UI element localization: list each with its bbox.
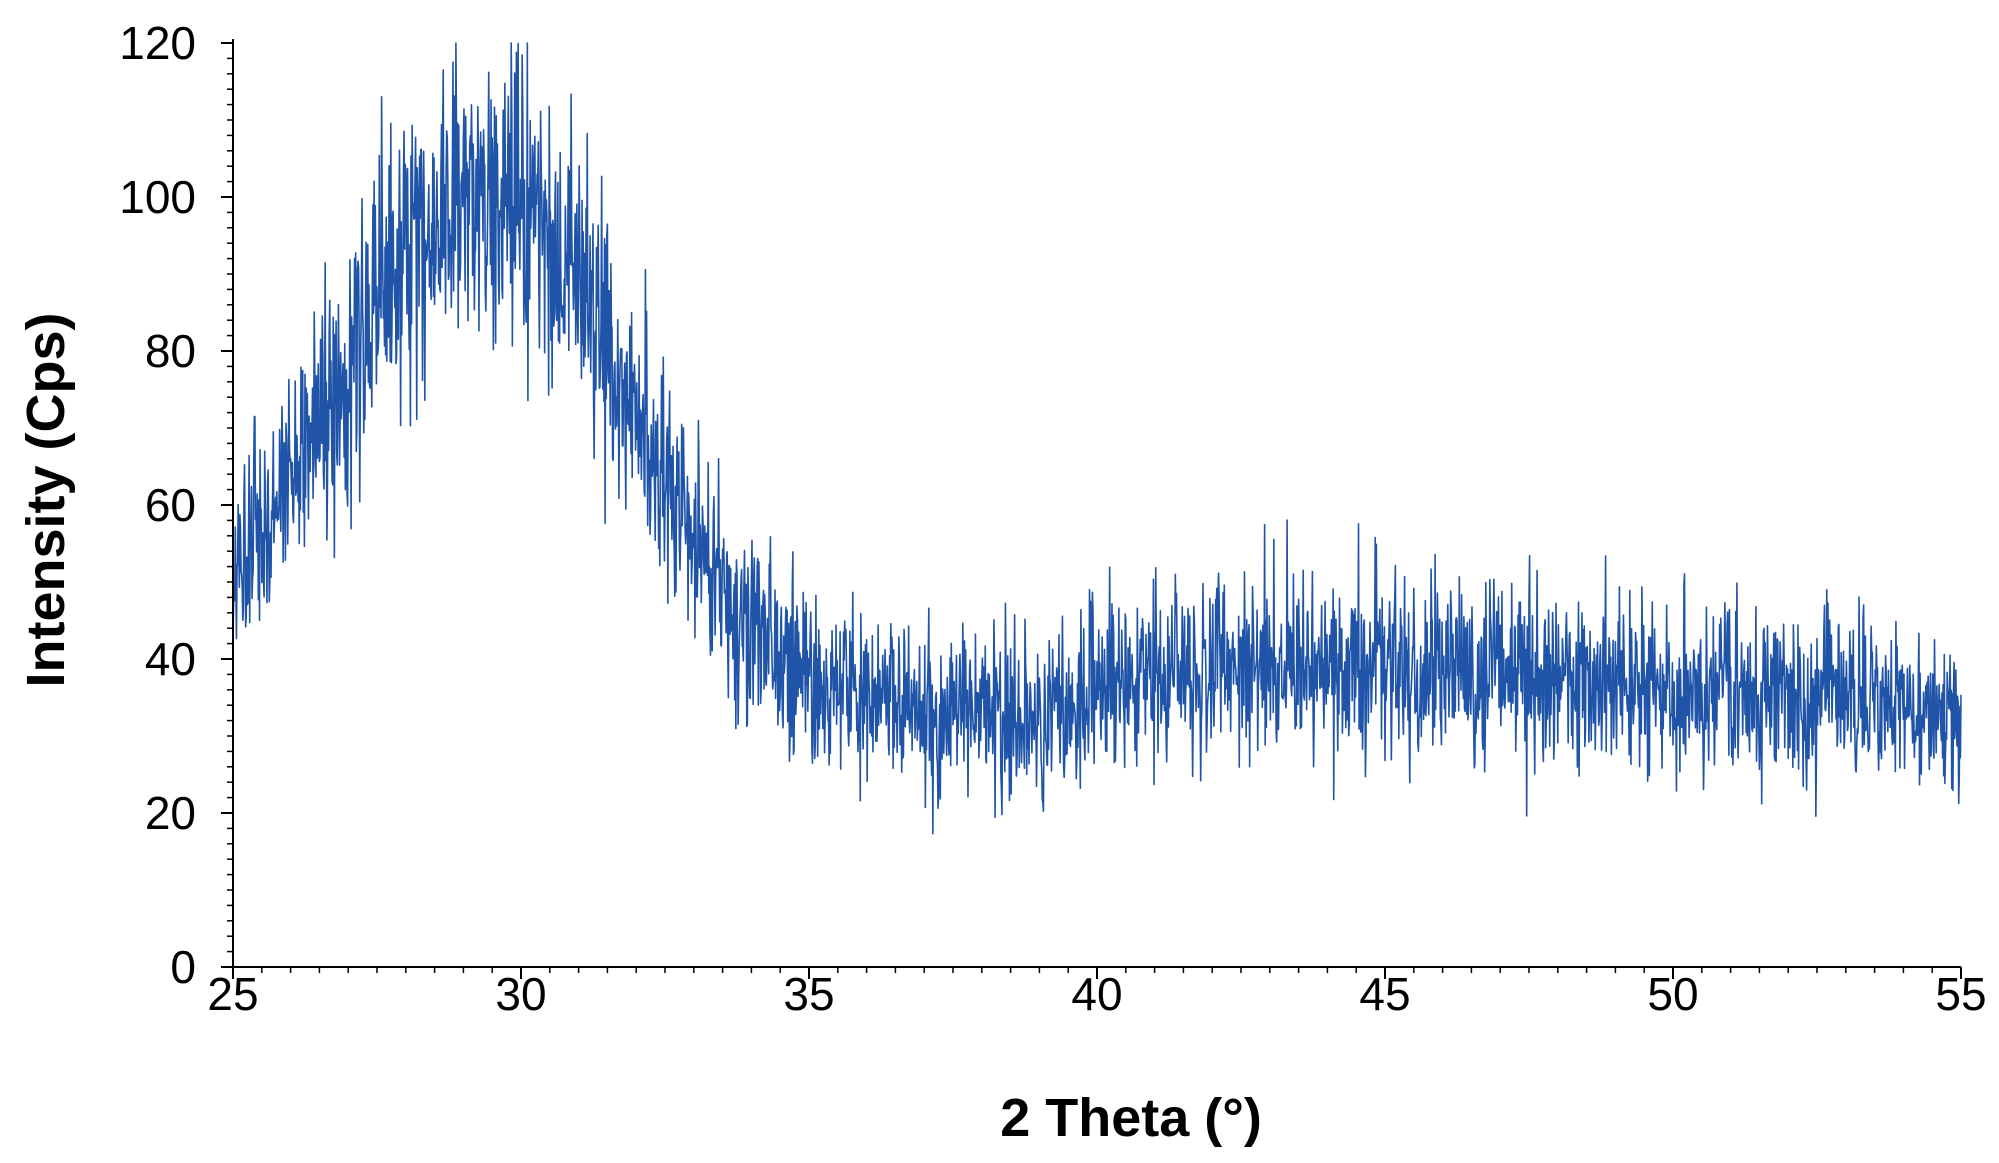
y-tick-label: 60	[145, 479, 196, 531]
x-axis-title: 2 Theta (°)	[1000, 1088, 1262, 1148]
x-tick-label: 25	[207, 968, 258, 1020]
y-tick-label: 80	[145, 325, 196, 377]
x-tick-label: 30	[495, 968, 546, 1020]
y-tick-label: 0	[170, 941, 196, 993]
x-tick-label: 45	[1359, 968, 1410, 1020]
plot-area	[232, 42, 1962, 835]
x-tick-label: 35	[783, 968, 834, 1020]
series-line	[232, 42, 1962, 835]
x-tick-label: 40	[1071, 968, 1122, 1020]
x-tick-label: 55	[1935, 968, 1986, 1020]
y-tick-label: 40	[145, 633, 196, 685]
x-tick-label: 50	[1647, 968, 1698, 1020]
y-tick-label: 100	[119, 171, 196, 223]
y-axis-title: Intensity (Cps)	[16, 312, 76, 687]
axes: 25 30 35 40 45 50 55 0 20 40 60 80 100 120	[119, 17, 1986, 1020]
y-tick-label: 120	[119, 17, 196, 69]
y-tick-label: 20	[145, 787, 196, 839]
